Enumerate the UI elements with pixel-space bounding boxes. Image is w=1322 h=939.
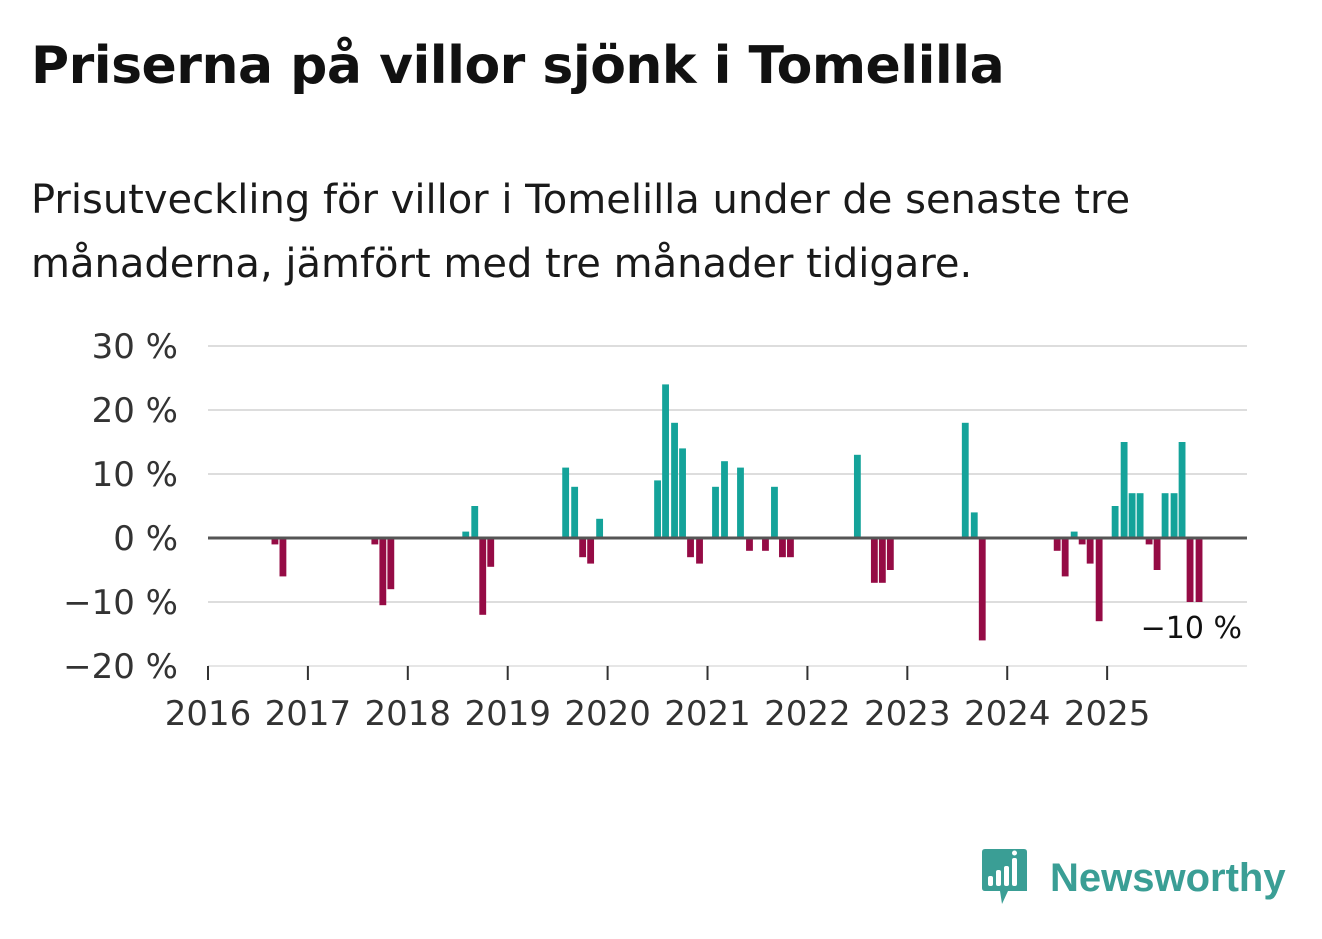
bar xyxy=(1186,538,1194,602)
bar xyxy=(379,538,387,606)
bar xyxy=(1053,538,1061,551)
bar xyxy=(479,538,487,615)
bar xyxy=(1136,493,1144,538)
bar xyxy=(1170,493,1178,538)
y-tick-label: 20 % xyxy=(92,391,178,431)
x-tick-label: 2023 xyxy=(864,694,951,734)
bar xyxy=(878,538,886,583)
bar xyxy=(679,448,686,538)
bars xyxy=(271,384,1203,641)
x-tick-label: 2017 xyxy=(265,694,352,734)
bar xyxy=(762,538,769,551)
bar xyxy=(737,467,744,538)
bar xyxy=(562,467,570,538)
bar xyxy=(779,538,786,558)
x-tick-label: 2025 xyxy=(1064,694,1151,734)
bar xyxy=(371,538,379,545)
chart-subtitle: Prisutveckling för villor i Tomelilla un… xyxy=(31,177,1131,287)
bar xyxy=(671,422,678,538)
bar xyxy=(712,486,719,538)
bar xyxy=(1095,538,1103,622)
bar xyxy=(271,538,279,545)
bar xyxy=(886,538,894,570)
bar xyxy=(961,422,969,538)
bar xyxy=(487,538,495,567)
y-tick-label: 30 % xyxy=(92,327,178,367)
bar xyxy=(1145,538,1153,545)
newsworthy-logo-icon xyxy=(982,849,1027,904)
bar xyxy=(662,384,669,538)
bar xyxy=(746,538,753,551)
brand-name: Newsworthy xyxy=(1050,855,1286,900)
bar xyxy=(978,538,986,641)
bar xyxy=(1178,442,1186,538)
bar xyxy=(1128,493,1136,538)
bar xyxy=(1078,538,1086,545)
chart-title: Priserna på villor sjönk i Tomelilla xyxy=(31,36,1005,96)
bar xyxy=(771,486,778,538)
bar xyxy=(1195,538,1203,602)
bar xyxy=(387,538,395,590)
axes xyxy=(207,536,1247,680)
bar xyxy=(687,538,694,558)
x-tick-label: 2018 xyxy=(365,694,452,734)
bar xyxy=(1086,538,1094,564)
bar xyxy=(1120,442,1128,538)
bar xyxy=(1061,538,1069,577)
bar xyxy=(654,480,661,538)
bar xyxy=(587,538,595,564)
x-tick-label: 2020 xyxy=(564,694,651,734)
bar xyxy=(1070,531,1078,538)
bar xyxy=(1161,493,1169,538)
y-tick-label: 0 % xyxy=(113,519,178,559)
brand: Newsworthy xyxy=(978,846,1286,910)
y-tick-label: −20 % xyxy=(63,647,178,687)
x-tick-label: 2022 xyxy=(764,694,851,734)
bar xyxy=(462,531,470,538)
x-tick-label: 2016 xyxy=(165,694,252,734)
bar xyxy=(579,538,587,558)
bar xyxy=(1153,538,1161,570)
bar xyxy=(853,454,861,538)
bar xyxy=(1111,506,1119,538)
x-tick-label: 2021 xyxy=(664,694,751,734)
bar xyxy=(471,506,479,538)
bar xyxy=(870,538,878,583)
bar xyxy=(721,461,728,538)
bar xyxy=(596,518,604,538)
bar xyxy=(279,538,287,577)
y-tick-label: 10 % xyxy=(92,455,178,495)
last-value-label: −10 % xyxy=(1141,611,1242,646)
bar xyxy=(571,486,579,538)
bar xyxy=(970,512,978,538)
y-tick-label: −10 % xyxy=(63,583,178,623)
x-tick-label: 2019 xyxy=(464,694,551,734)
annotations: −10 % xyxy=(1141,611,1242,646)
bar xyxy=(696,538,703,564)
bar xyxy=(787,538,794,558)
x-tick-label: 2024 xyxy=(964,694,1051,734)
tick-labels: 30 % 20 % 10 % 0 % −10 % −20 % 2016 2017 2018 201… xyxy=(63,327,1150,734)
